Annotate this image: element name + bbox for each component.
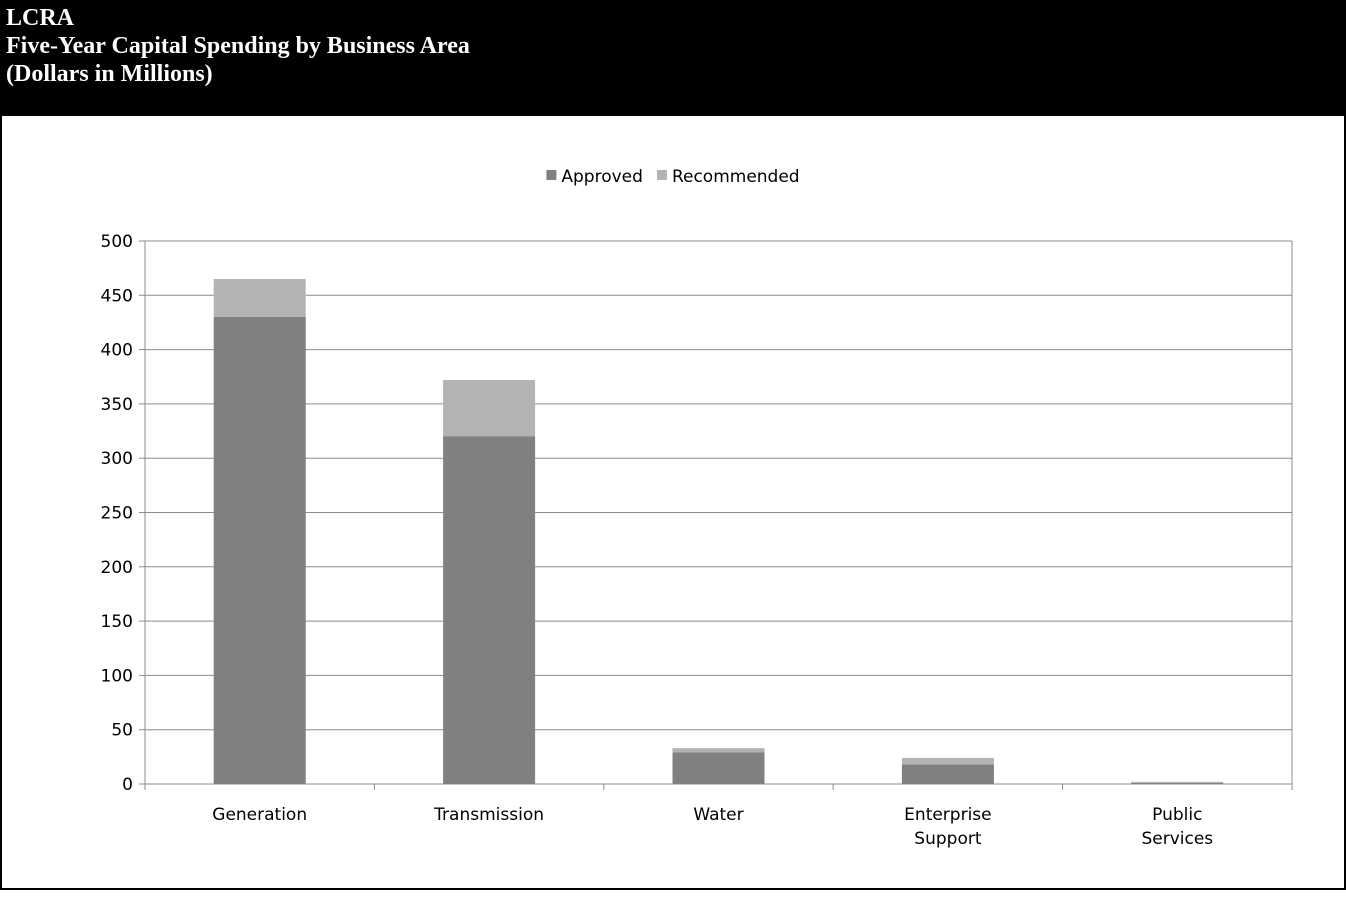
tick-labels: 0 50 100 150 200 250 300 350 400 450 500 Generation… [101,232,1214,849]
header-subtitle: (Dollars in Millions) [6,61,213,87]
y-tick-label: 300 [101,449,133,469]
y-tick-label: 450 [101,286,133,306]
header-title: Five-Year Capital Spending by Business A… [6,33,470,59]
bar-approved-3 [901,764,994,784]
bars [213,279,1224,784]
y-tick-label: 150 [101,612,133,632]
x-tick-label: Water [693,805,743,825]
y-tick-label: 100 [101,666,133,686]
y-tick-label: 500 [101,232,133,252]
x-tick-label: Transmission [433,805,544,825]
x-tick-label: Public Services [1141,805,1213,849]
chart-area: 0 50 100 150 200 250 300 350 400 450 500 Generation… [0,116,1346,892]
y-tick-label: 50 [111,721,133,741]
legend: Approved Recommended [546,167,800,187]
x-tick-label: Enterprise Support [904,805,991,849]
x-tick-label: Generation [212,805,307,825]
y-tick-label: 250 [101,504,133,524]
gridlines [145,240,1292,731]
bar-recommended-3 [901,757,994,765]
legend-key-recommended [656,170,667,180]
chart-header: LCRA Five-Year Capital Spending by Busin… [0,0,1346,116]
y-tick-label: 400 [101,341,133,361]
bar-approved-1 [443,436,536,784]
bar-recommended-0 [213,279,306,318]
bar-recommended-1 [443,380,536,437]
header-organization: LCRA [6,5,75,31]
legend-label-recommended: Recommended [672,167,800,187]
bar-approved-4 [1131,782,1224,784]
bar-approved-0 [213,317,306,784]
y-tick-label: 200 [101,558,133,578]
bar-recommended-4 [1131,781,1224,783]
legend-key-approved [546,170,557,180]
bar-recommended-2 [672,748,765,753]
y-tick-label: 350 [101,395,133,415]
bar-approved-2 [672,752,765,784]
y-tick-label: 0 [122,775,133,795]
bar-chart: 0 50 100 150 200 250 300 350 400 450 500 Generation… [101,167,1293,849]
legend-label-approved: Approved [561,167,643,187]
axes [139,240,1293,790]
